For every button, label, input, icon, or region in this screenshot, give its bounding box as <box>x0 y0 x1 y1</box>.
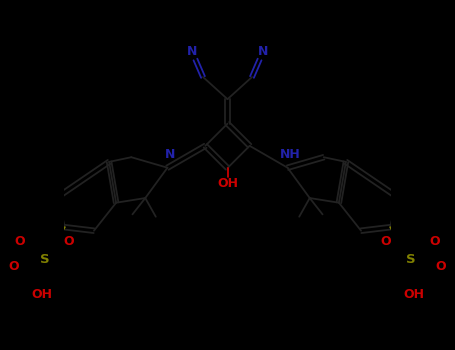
Text: S: S <box>406 253 415 266</box>
Text: N: N <box>187 46 197 58</box>
Text: OH: OH <box>403 288 424 301</box>
Text: O: O <box>430 235 440 248</box>
Text: O: O <box>435 260 446 273</box>
Text: O: O <box>15 235 25 248</box>
Text: N: N <box>165 148 176 161</box>
Text: S: S <box>40 253 49 266</box>
Text: OH: OH <box>217 177 238 190</box>
Text: OH: OH <box>31 288 52 301</box>
Text: NH: NH <box>280 148 301 161</box>
Text: O: O <box>381 235 391 248</box>
Text: O: O <box>9 260 20 273</box>
Text: O: O <box>64 235 74 248</box>
Text: N: N <box>258 46 268 58</box>
